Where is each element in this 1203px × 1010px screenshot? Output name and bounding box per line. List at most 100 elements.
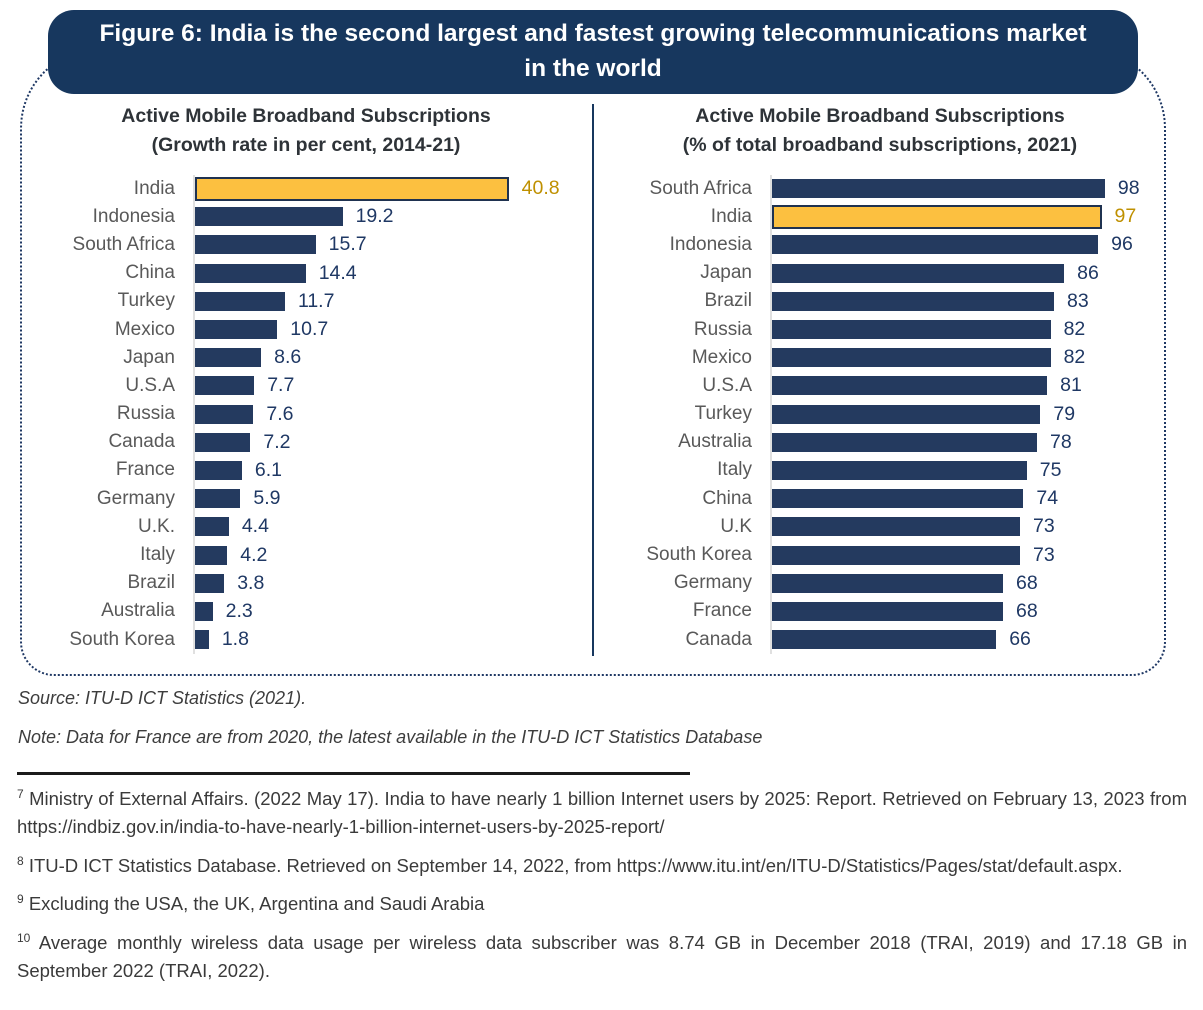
bar-row: South Africa 15.7 — [20, 230, 592, 260]
bar-track: 79 — [770, 400, 1166, 429]
bar-track: 7.7 — [193, 371, 592, 400]
bar-category-label: Brazil — [127, 572, 175, 594]
bar-category-label: U.S.A — [125, 374, 175, 396]
bar-track: 8.6 — [193, 343, 592, 372]
bar-row: U.S.A 81 — [594, 371, 1166, 400]
bar-category-label: South Korea — [69, 628, 175, 650]
bar — [195, 404, 254, 424]
bar-category-label: Japan — [700, 262, 752, 284]
bar-track: 82 — [770, 343, 1166, 372]
chart-title: Active Mobile Broadband Subscriptions — [695, 105, 1065, 127]
bar-category-label: U.K. — [138, 515, 175, 537]
bar-value-label: 11.7 — [297, 289, 335, 312]
figure-title-banner: Figure 6: India is the second largest an… — [48, 10, 1138, 94]
bar-category-label: Australia — [101, 600, 175, 622]
bar-value-label: 10.7 — [290, 318, 329, 341]
bar-track: 75 — [770, 456, 1166, 485]
bar-row: Mexico 82 — [594, 343, 1166, 372]
bar-category-label: Italy — [140, 544, 175, 566]
bar-track: 6.1 — [193, 456, 592, 485]
bar-value-label: 75 — [1039, 458, 1062, 481]
bar-row: France 6.1 — [20, 456, 592, 485]
bar-category-label: India — [133, 177, 175, 199]
bar — [772, 404, 1041, 424]
bar-row: Australia 78 — [594, 428, 1166, 457]
bar-value-label: 40.8 — [521, 177, 560, 200]
bar-value-label: 68 — [1016, 599, 1038, 622]
bar-track: 10.7 — [193, 315, 592, 344]
footnote-marker: 9 — [17, 892, 24, 907]
bar — [772, 348, 1051, 368]
bar-value-label: 98 — [1117, 177, 1140, 200]
bar-track: 15.7 — [193, 230, 592, 260]
bar-value-label: 96 — [1111, 233, 1133, 256]
bar-category-label: South Africa — [72, 233, 175, 255]
bar-value-label: 79 — [1053, 402, 1076, 425]
bar — [772, 573, 1003, 593]
bar — [772, 630, 997, 650]
bar-row: U.K. 4.4 — [20, 512, 592, 541]
bar — [195, 573, 225, 593]
bar-value-label: 86 — [1077, 261, 1099, 284]
bar-value-label: 6.1 — [254, 458, 282, 481]
bar-value-label: 78 — [1049, 430, 1072, 453]
bar — [195, 235, 316, 255]
bar-row: Australia 2.3 — [20, 597, 592, 626]
bar-category-label: U.S.A — [702, 374, 752, 396]
bar-category-label: Italy — [717, 459, 752, 481]
bar-category-label: Russia — [116, 403, 175, 425]
bar-category-label: Germany — [96, 487, 175, 509]
bar-category-label: Russia — [693, 318, 752, 340]
bar-row: South Africa 98 — [594, 174, 1166, 203]
bar-row: France 68 — [594, 597, 1166, 626]
bar-row: Brazil 83 — [594, 287, 1166, 316]
bar-category-label: Mexico — [691, 346, 752, 368]
bar — [772, 291, 1054, 311]
bar-value-label: 82 — [1063, 318, 1086, 341]
bar-track: 83 — [770, 287, 1166, 316]
bar-row: U.K 73 — [594, 512, 1166, 541]
bar-value-label: 68 — [1016, 571, 1038, 594]
bar-track: 68 — [770, 569, 1166, 598]
bar — [195, 545, 228, 565]
bar-row: Japan 86 — [594, 259, 1166, 288]
bar — [772, 204, 1102, 229]
chart-title: Active Mobile Broadband Subscriptions — [121, 105, 491, 127]
bar — [195, 601, 213, 621]
bar — [772, 376, 1048, 396]
bar-row: Indonesia 96 — [594, 230, 1166, 260]
footnote-8: 8 ITU-D ICT Statistics Database. Retriev… — [17, 852, 1187, 880]
bar — [772, 179, 1105, 199]
bar-track: 73 — [770, 512, 1166, 541]
bar-track: 66 — [770, 625, 1166, 654]
bar-row: Germany 5.9 — [20, 484, 592, 513]
bar-category-label: Indonesia — [669, 233, 752, 255]
bar-value-label: 7.6 — [266, 402, 294, 425]
footnote-text: Average monthly wireless data usage per … — [17, 932, 1187, 981]
bar-category-label: Canada — [108, 431, 175, 453]
bar-row: Japan 8.6 — [20, 343, 592, 372]
footnote-7: 7 Ministry of External Affairs. (2022 Ma… — [17, 785, 1187, 841]
bar-category-label: South Korea — [646, 544, 752, 566]
bar — [772, 545, 1020, 565]
bar-category-label: Turkey — [117, 290, 175, 312]
figure-charts: Active Mobile Broadband Subscriptions (G… — [20, 100, 1166, 660]
bar-category-label: Brazil — [704, 290, 752, 312]
bar-track: 7.2 — [193, 428, 592, 457]
bar-track: 3.8 — [193, 569, 592, 598]
bar-track: 82 — [770, 315, 1166, 344]
bar-row: China 14.4 — [20, 259, 592, 288]
bar-row: India 97 — [594, 202, 1166, 231]
bar-track: 68 — [770, 597, 1166, 626]
bar-category-label: China — [125, 262, 175, 284]
bar-row: Brazil 3.8 — [20, 569, 592, 598]
bar-category-label: France — [692, 600, 752, 622]
bar-value-label: 1.8 — [221, 628, 249, 651]
bar-row: Canada 7.2 — [20, 428, 592, 457]
footnote-text: Excluding the USA, the UK, Argentina and… — [23, 893, 485, 915]
bar-track: 97 — [770, 202, 1166, 231]
chart-growth-rate: Active Mobile Broadband Subscriptions (G… — [20, 100, 592, 660]
bar-track: 98 — [770, 174, 1166, 203]
bar-track: 81 — [770, 371, 1166, 400]
bar-row: Germany 68 — [594, 569, 1166, 598]
